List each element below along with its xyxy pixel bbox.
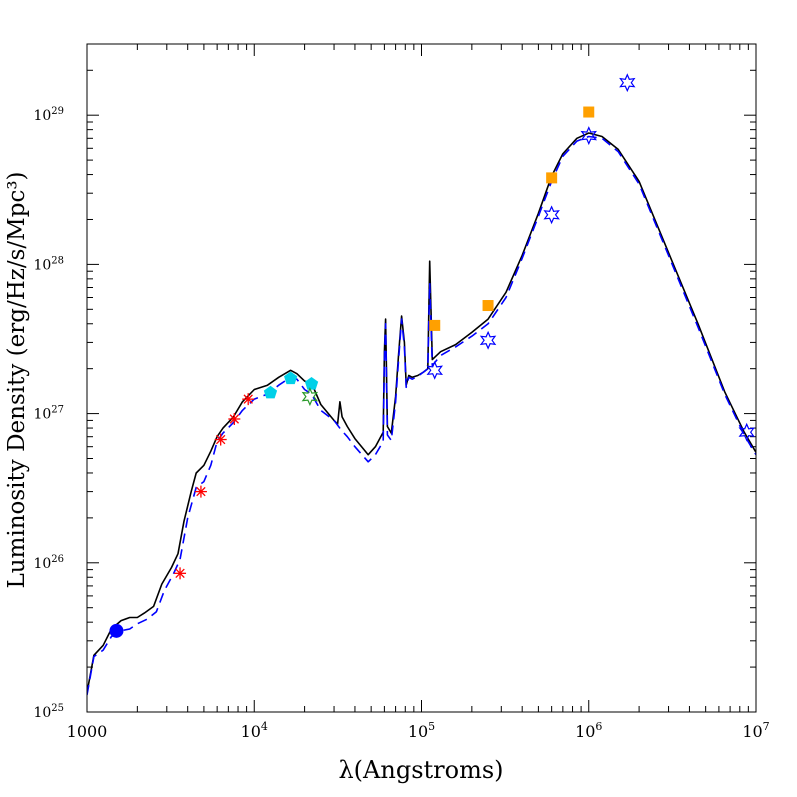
model-curve-dashed xyxy=(87,135,756,696)
plot-frame xyxy=(86,43,757,713)
y-tick-labels: 1025 1026 1027 1028 1029 xyxy=(33,106,64,721)
asterisk-marker xyxy=(214,433,227,446)
square-marker xyxy=(583,106,595,118)
asterisk-marker xyxy=(194,485,207,498)
square-marker xyxy=(429,319,441,331)
star-marker xyxy=(619,73,636,93)
x-tick-labels: 1000 104 105 106 107 xyxy=(67,720,770,741)
axis-ticks xyxy=(86,43,756,713)
square-marker xyxy=(482,300,494,312)
y-axis-label: Luminosity Density (erg/Hz/s/Mpc³) xyxy=(4,171,30,588)
x-tick-label: 106 xyxy=(575,720,602,741)
y-tick-label: 1025 xyxy=(33,703,64,721)
series-lines xyxy=(87,132,756,696)
square-marker xyxy=(546,172,558,184)
star-marker xyxy=(738,422,755,442)
y-tick-label: 1028 xyxy=(33,255,64,273)
star-marker xyxy=(301,387,319,407)
x-tick-label: 105 xyxy=(408,720,435,741)
pentagon-marker xyxy=(304,377,319,390)
data-markers xyxy=(109,73,755,638)
x-tick-label: 1000 xyxy=(67,722,108,741)
y-tick-label: 1029 xyxy=(33,106,64,124)
pentagon-marker xyxy=(263,385,278,399)
circle-marker xyxy=(109,623,124,638)
x-tick-label: 107 xyxy=(742,720,769,741)
x-axis-label: λ(Angstroms) xyxy=(338,756,503,784)
asterisk-marker xyxy=(174,567,187,580)
pentagon-marker xyxy=(284,371,298,385)
model-curve-solid xyxy=(87,132,756,693)
star-marker xyxy=(580,126,597,146)
x-tick-label: 104 xyxy=(241,720,268,741)
asterisk-marker xyxy=(228,412,241,425)
y-tick-label: 1026 xyxy=(33,554,64,572)
star-marker xyxy=(426,360,444,380)
asterisk-marker xyxy=(242,393,255,406)
star-marker xyxy=(479,330,497,350)
star-marker xyxy=(543,205,560,225)
y-tick-label: 1027 xyxy=(33,405,64,423)
